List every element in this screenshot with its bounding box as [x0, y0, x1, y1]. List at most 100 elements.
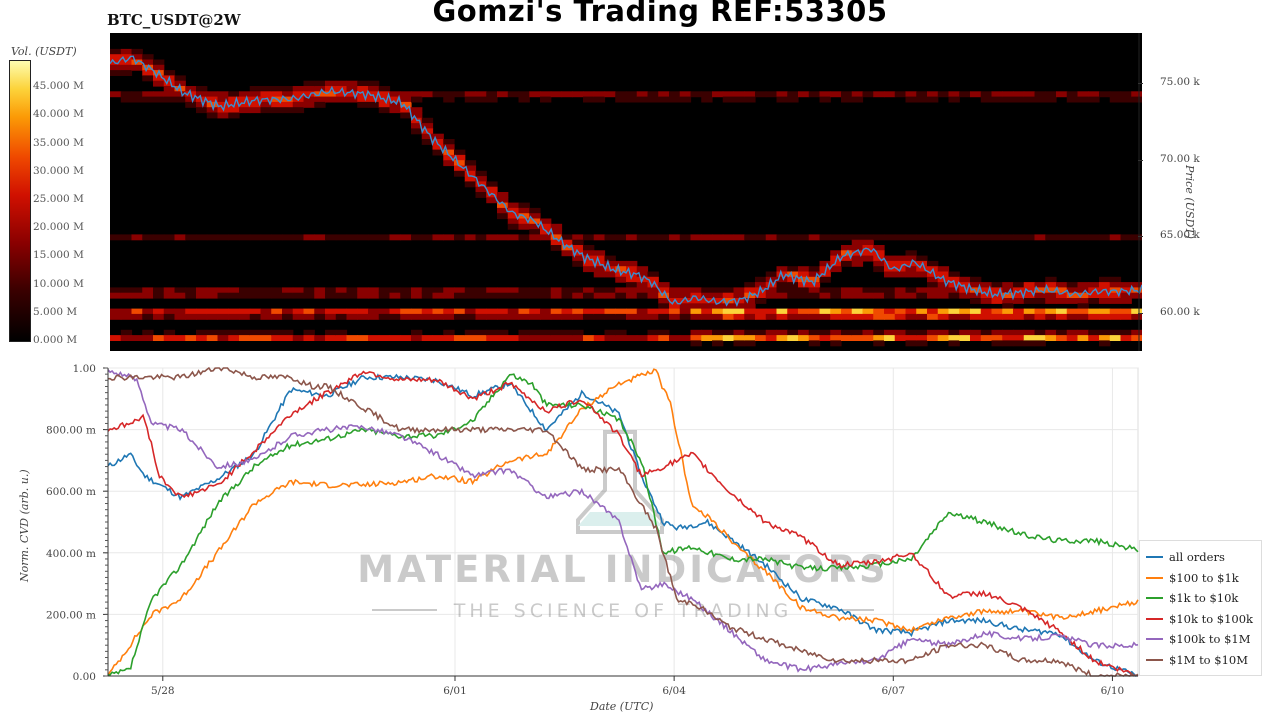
heatmap-cell [550, 287, 563, 294]
heatmap-cell [120, 91, 133, 98]
legend-item[interactable]: $1M to $10M [1146, 650, 1261, 671]
orderbook-heatmap[interactable] [110, 33, 1142, 351]
heatmap-cell [626, 271, 638, 278]
heatmap-cell [755, 313, 767, 320]
heatmap-cell [894, 313, 907, 320]
heatmap-cell [1023, 298, 1036, 304]
heatmap-cell [540, 223, 552, 230]
heatmap-cell [174, 335, 186, 341]
legend-item[interactable]: $100k to $1M [1146, 629, 1261, 650]
heatmap-cell [572, 250, 584, 257]
heatmap-cell [712, 329, 724, 336]
heatmap-cell [819, 329, 831, 336]
heatmap-cell [282, 335, 294, 341]
heatmap-cell [346, 91, 358, 98]
heatmap-cell [1120, 96, 1132, 103]
heatmap-cell [368, 292, 380, 299]
heatmap-cell [1034, 335, 1046, 341]
heatmap-cell [830, 329, 842, 336]
legend-item[interactable]: all orders [1146, 547, 1261, 568]
heatmap-cell [497, 287, 509, 294]
heatmap-cell [1013, 340, 1025, 347]
legend-item[interactable]: $100 to $1k [1146, 568, 1261, 589]
heatmap-cell [647, 91, 659, 98]
heatmap-cell [787, 234, 799, 241]
heatmap-cell [271, 329, 283, 336]
heatmap-cell [411, 313, 423, 320]
heatmap-cell [604, 234, 616, 241]
colorbar-tick-label: 0.000 M [33, 334, 78, 346]
heatmap-cell [991, 298, 1003, 304]
heatmap-cell [271, 308, 283, 315]
heatmap-cell [357, 313, 369, 320]
heatmap-cell [206, 96, 219, 103]
heatmap-cell [905, 335, 917, 341]
legend-item[interactable]: $1k to $10k [1146, 588, 1261, 609]
heatmap-cell [292, 91, 305, 98]
heatmap-cell [830, 287, 842, 294]
price-tick-mark [1138, 159, 1143, 161]
heatmap-cell [486, 181, 498, 188]
heatmap-cell [282, 234, 294, 241]
heatmap-cell [110, 64, 122, 71]
heatmap-cell [1077, 234, 1089, 241]
heatmap-cell [980, 287, 993, 294]
heatmap-cell [841, 313, 853, 320]
heatmap-cell [464, 181, 477, 188]
heatmap-cell [733, 313, 745, 320]
heatmap-cell [206, 287, 219, 294]
heatmap-cell [518, 287, 530, 294]
heatmap-cell [464, 313, 477, 320]
heatmap-cell [196, 292, 208, 299]
legend-item[interactable]: $10k to $100k [1146, 609, 1261, 630]
heatmap-cell [937, 329, 950, 336]
heatmap-cell [679, 96, 692, 103]
heatmap-cell [421, 117, 434, 124]
heatmap-cell [1045, 335, 1057, 341]
heatmap-cell [518, 335, 530, 341]
heatmap-cell [497, 308, 509, 315]
heatmap-cell [593, 255, 606, 262]
heatmap-cell [787, 329, 799, 336]
heatmap-cell [970, 335, 982, 341]
heatmap-cell [110, 292, 122, 299]
heatmap-cell [991, 329, 1003, 336]
heatmap-cell [808, 292, 821, 299]
heatmap-cell [1099, 287, 1111, 294]
heatmap-cell [615, 266, 627, 273]
heatmap-cell [131, 96, 143, 103]
heatmap-cell [131, 308, 143, 315]
heatmap-cell [604, 255, 616, 262]
heatmap-cell [927, 292, 939, 299]
heatmap-cell [153, 313, 165, 320]
heatmap-cell [260, 96, 272, 103]
heatmap-cell [765, 292, 778, 299]
heatmap-cell [357, 308, 369, 315]
heatmap-cell [572, 91, 584, 98]
heatmap-cell [174, 96, 186, 103]
heatmap-cell [851, 91, 864, 98]
heatmap-cell [851, 335, 864, 341]
heatmap-cell [550, 91, 563, 98]
heatmap-cell [432, 335, 444, 341]
cvd-line-chart[interactable]: MATERIAL INDICATORS THE SCIENCE OF TRADIN… [0, 360, 1280, 720]
heatmap-cell [755, 292, 767, 299]
heatmap-cell [411, 91, 423, 98]
heatmap-cell [282, 292, 294, 299]
heatmap-cell [185, 335, 197, 341]
heatmap-cell [1109, 96, 1122, 103]
heatmap-cell [615, 260, 627, 267]
heatmap-cell [335, 287, 348, 294]
heatmap-cell [432, 133, 444, 140]
cvd-legend[interactable]: all orders $100 to $1k $1k to $10k $10k to … [1139, 540, 1262, 676]
heatmap-cell [540, 229, 552, 235]
heatmap-cell [357, 335, 369, 341]
heatmap-cell [1099, 335, 1111, 341]
heatmap-cell [658, 329, 670, 336]
heatmap-cell [1034, 96, 1046, 103]
heatmap-cell [701, 96, 713, 103]
heatmap-cell [378, 101, 391, 108]
heatmap-cell [658, 282, 670, 288]
heatmap-cell [303, 86, 315, 92]
heatmap-cell [1077, 298, 1089, 304]
